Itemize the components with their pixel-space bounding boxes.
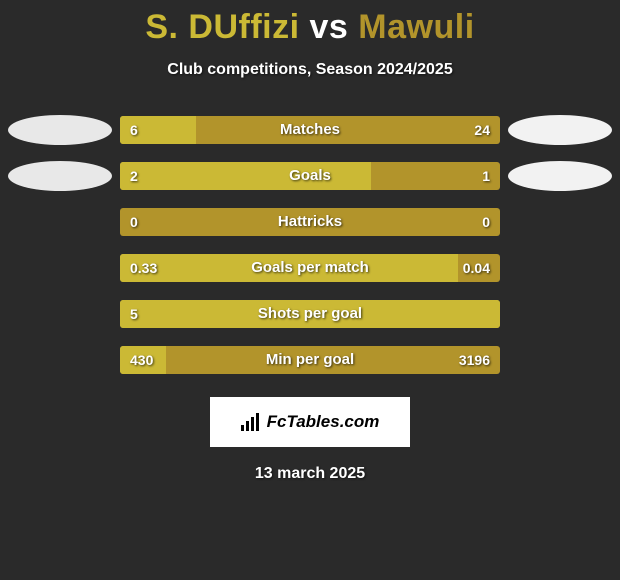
stat-label: Matches bbox=[120, 116, 500, 144]
ellipse-left bbox=[8, 161, 112, 191]
stat-bar: 430Min per goal3196 bbox=[120, 346, 500, 374]
stat-value-right: 1 bbox=[482, 162, 490, 190]
stat-row: 430Min per goal3196 bbox=[0, 337, 620, 383]
title-vs: vs bbox=[300, 8, 359, 46]
stat-row: 5Shots per goal bbox=[0, 291, 620, 337]
stat-bar: 2Goals1 bbox=[120, 162, 500, 190]
bars-chart-icon bbox=[241, 413, 263, 431]
left-side bbox=[0, 115, 120, 145]
stat-label: Goals per match bbox=[120, 254, 500, 282]
stat-value-right: 0 bbox=[482, 208, 490, 236]
stat-row: 2Goals1 bbox=[0, 153, 620, 199]
comparison-bars: 6Matches24 2Goals1 0Hattricks0 0.33Goals pe… bbox=[0, 107, 620, 383]
right-side bbox=[500, 161, 620, 191]
title-player-left: S. DUffizi bbox=[145, 8, 299, 46]
stat-bar: 0Hattricks0 bbox=[120, 208, 500, 236]
stat-label: Hattricks bbox=[120, 208, 500, 236]
stat-row: 0.33Goals per match0.04 bbox=[0, 245, 620, 291]
stat-row: 0Hattricks0 bbox=[0, 199, 620, 245]
ellipse-right bbox=[508, 161, 612, 191]
stat-bar: 0.33Goals per match0.04 bbox=[120, 254, 500, 282]
logo-text: FcTables.com bbox=[267, 412, 380, 432]
ellipse-right bbox=[508, 115, 612, 145]
stat-value-right: 3196 bbox=[459, 346, 490, 374]
subtitle: Club competitions, Season 2024/2025 bbox=[0, 61, 620, 79]
title-player-right: Mawuli bbox=[358, 8, 474, 46]
stat-label: Min per goal bbox=[120, 346, 500, 374]
logo-box: FcTables.com bbox=[210, 397, 410, 447]
stat-value-right: 0.04 bbox=[463, 254, 490, 282]
stat-value-right: 24 bbox=[474, 116, 490, 144]
stat-label: Shots per goal bbox=[120, 300, 500, 328]
ellipse-left bbox=[8, 115, 112, 145]
stat-label: Goals bbox=[120, 162, 500, 190]
left-side bbox=[0, 161, 120, 191]
logo: FcTables.com bbox=[241, 412, 380, 432]
stat-row: 6Matches24 bbox=[0, 107, 620, 153]
stat-bar: 6Matches24 bbox=[120, 116, 500, 144]
stat-bar: 5Shots per goal bbox=[120, 300, 500, 328]
page-title: S. DUffizi vs Mawuli bbox=[0, 0, 620, 47]
date-label: 13 march 2025 bbox=[0, 465, 620, 483]
right-side bbox=[500, 115, 620, 145]
